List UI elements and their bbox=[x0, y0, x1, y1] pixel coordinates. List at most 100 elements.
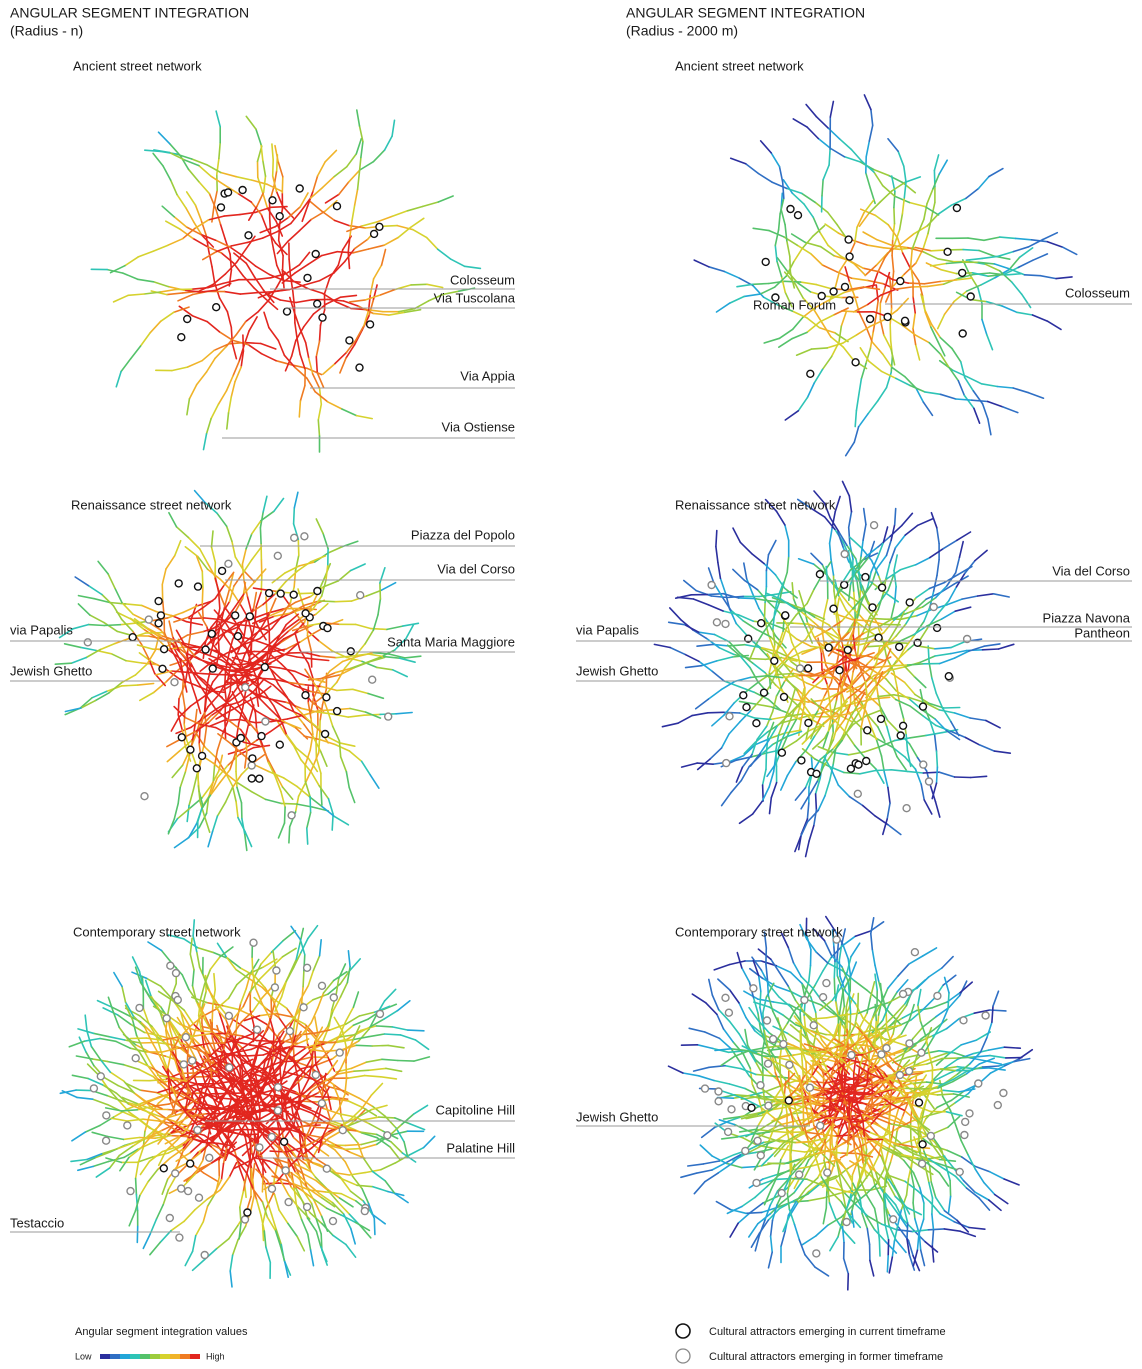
street bbox=[662, 723, 678, 727]
street bbox=[936, 1197, 945, 1210]
street bbox=[962, 596, 978, 599]
street bbox=[65, 644, 81, 648]
street bbox=[208, 831, 213, 846]
street bbox=[916, 589, 929, 598]
street bbox=[180, 229, 193, 238]
street bbox=[932, 678, 936, 693]
street bbox=[255, 278, 271, 280]
street bbox=[316, 1231, 320, 1246]
street bbox=[925, 1242, 937, 1252]
street bbox=[809, 826, 814, 841]
street bbox=[349, 1076, 365, 1079]
street bbox=[266, 1247, 270, 1262]
street bbox=[318, 993, 324, 1008]
street bbox=[341, 295, 357, 297]
street bbox=[218, 391, 226, 405]
street bbox=[313, 176, 318, 191]
street bbox=[264, 1231, 266, 1247]
street bbox=[943, 708, 951, 722]
street bbox=[969, 1228, 985, 1230]
attractor bbox=[798, 757, 805, 764]
attractor bbox=[90, 1085, 97, 1092]
street bbox=[887, 540, 892, 555]
street bbox=[362, 222, 377, 226]
attractor bbox=[871, 522, 878, 529]
street bbox=[216, 240, 231, 247]
street bbox=[729, 722, 740, 734]
street bbox=[745, 1030, 748, 1046]
street bbox=[92, 1132, 107, 1136]
attractor bbox=[178, 1185, 185, 1192]
street bbox=[256, 690, 258, 706]
street bbox=[1013, 247, 1028, 252]
street bbox=[843, 944, 849, 959]
street bbox=[793, 119, 807, 127]
attractor bbox=[319, 982, 326, 989]
street bbox=[938, 1094, 954, 1095]
street bbox=[886, 563, 890, 579]
street bbox=[931, 513, 936, 528]
street bbox=[1029, 393, 1044, 399]
street bbox=[411, 284, 427, 285]
street bbox=[396, 1128, 404, 1142]
attractor bbox=[844, 647, 851, 654]
street bbox=[711, 596, 727, 598]
attractor bbox=[743, 704, 750, 711]
attractor bbox=[920, 761, 927, 768]
street bbox=[892, 256, 894, 272]
street bbox=[199, 182, 210, 194]
attractor bbox=[201, 1252, 208, 1259]
street bbox=[878, 594, 883, 609]
street bbox=[120, 623, 136, 625]
attractor bbox=[175, 580, 182, 587]
street bbox=[939, 160, 947, 174]
street bbox=[945, 301, 955, 314]
street bbox=[801, 822, 808, 837]
street bbox=[86, 650, 100, 658]
street bbox=[115, 588, 122, 602]
street bbox=[908, 283, 924, 284]
street bbox=[204, 1173, 218, 1181]
attractor bbox=[926, 778, 933, 785]
street bbox=[760, 991, 761, 1007]
street bbox=[184, 1210, 195, 1222]
street bbox=[975, 1169, 984, 1182]
street bbox=[289, 653, 305, 654]
street bbox=[234, 263, 244, 276]
street bbox=[746, 1017, 755, 1030]
attractor bbox=[722, 620, 729, 627]
street bbox=[921, 784, 924, 800]
attractor bbox=[189, 1057, 196, 1064]
street bbox=[313, 659, 329, 661]
street bbox=[881, 371, 895, 378]
street bbox=[937, 528, 939, 544]
street bbox=[162, 951, 172, 963]
street bbox=[202, 1142, 218, 1143]
attractor bbox=[740, 692, 747, 699]
attractor bbox=[213, 304, 220, 311]
street bbox=[960, 542, 964, 558]
street bbox=[724, 271, 739, 277]
attractor bbox=[237, 735, 244, 742]
street bbox=[849, 528, 850, 544]
attractor bbox=[723, 760, 730, 767]
street bbox=[995, 1195, 1008, 1204]
street bbox=[283, 787, 293, 799]
street bbox=[213, 816, 218, 831]
street bbox=[994, 751, 1010, 753]
street bbox=[260, 968, 271, 979]
street bbox=[923, 402, 932, 415]
street bbox=[939, 772, 954, 777]
street bbox=[908, 664, 924, 665]
street bbox=[148, 942, 162, 951]
street bbox=[215, 577, 219, 593]
street bbox=[807, 589, 814, 603]
attractor bbox=[906, 599, 913, 606]
street bbox=[982, 256, 998, 258]
attractor bbox=[268, 1133, 275, 1140]
street bbox=[294, 492, 298, 508]
street bbox=[911, 265, 913, 281]
street bbox=[227, 376, 233, 391]
street bbox=[770, 798, 772, 814]
street bbox=[384, 1011, 398, 1020]
